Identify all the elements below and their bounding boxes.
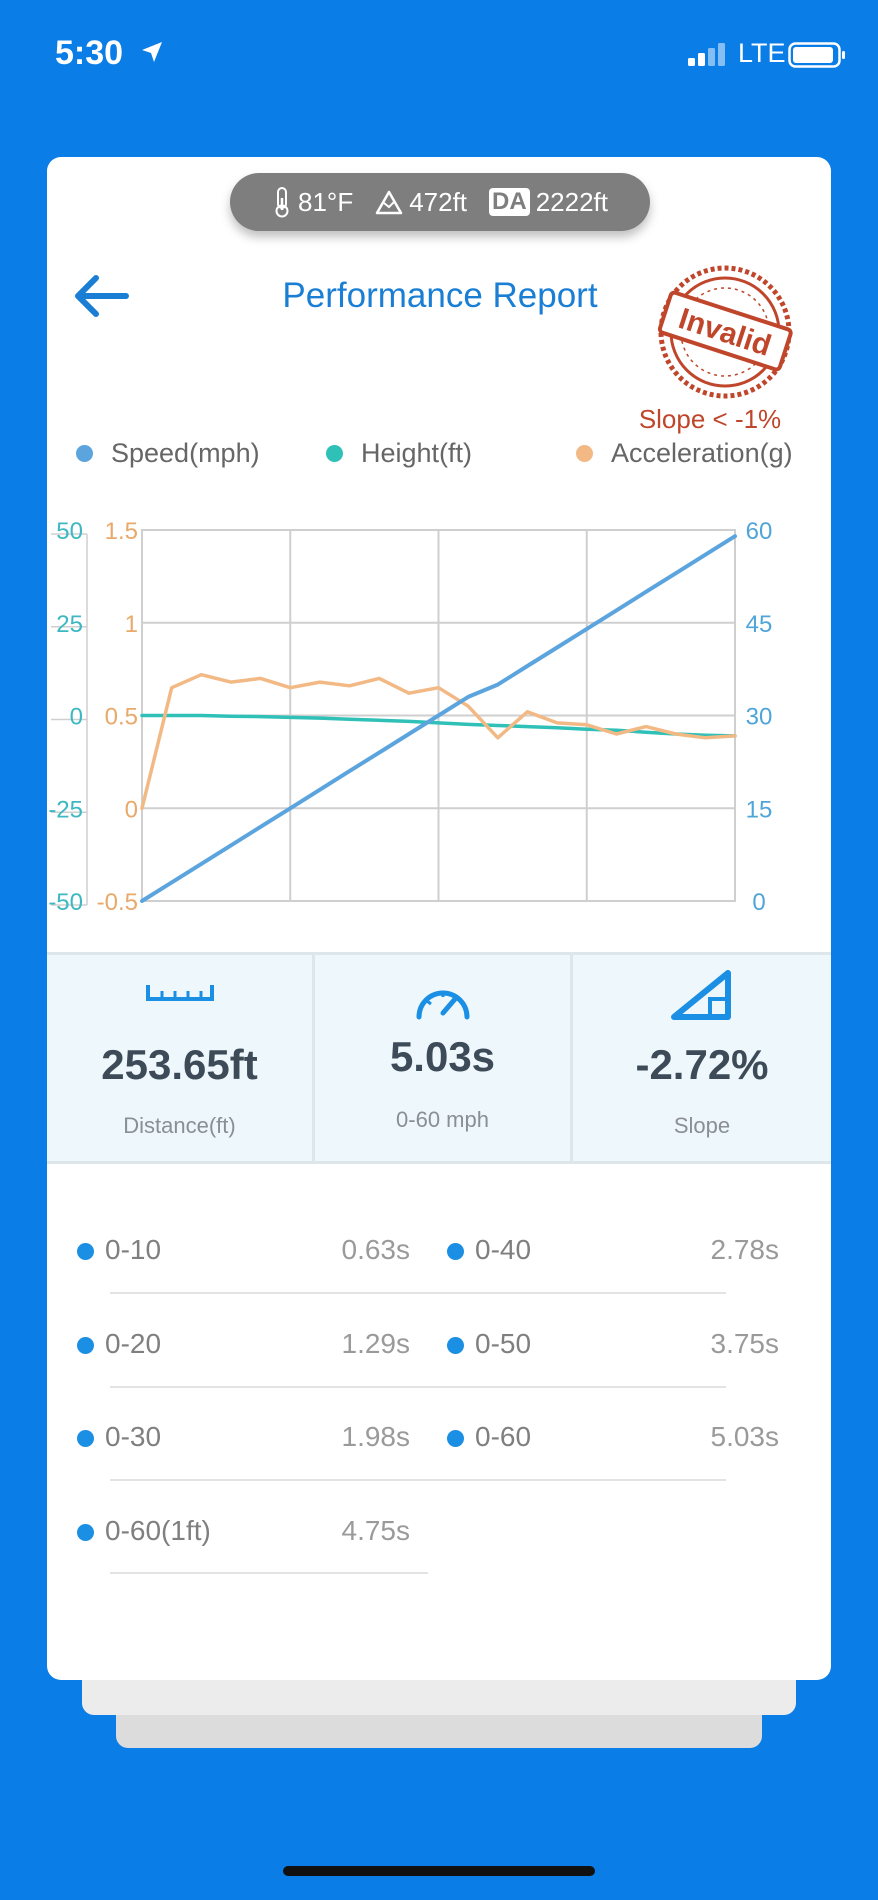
slope-value: -2.72% [635, 1041, 769, 1088]
legend-label: Speed(mph) [111, 438, 260, 468]
report-card [47, 157, 831, 1680]
page-title: Performance Report [282, 276, 598, 315]
chart-tick-label: 1.5 [105, 518, 138, 545]
split-name: 0-40 [475, 1234, 532, 1265]
split-row: 0-60(1ft) 4.75s [77, 1512, 410, 1552]
series-line-speed-mph [140, 534, 737, 903]
conditions-pill: 81°F 472ft DA 2222ft [230, 173, 650, 231]
chart-tick-label: 0 [125, 796, 138, 823]
thermometer-icon [275, 187, 289, 218]
status-time: 5:30 [55, 34, 124, 72]
split-row: 0-30 1.98s [77, 1418, 410, 1458]
split-time: 0.63s [341, 1234, 411, 1265]
chart-tick-label: 1 [125, 611, 138, 638]
legend-label: Acceleration(g) [611, 438, 793, 468]
performance-chart: 50 25 0 -25 -50 1.5 1 0.5 0 -0.5 60 45 30 15 0 [48, 518, 773, 915]
chart-tick-label: 0 [752, 889, 765, 915]
split-dot [77, 1430, 94, 1447]
chart-tick-label: 25 [56, 611, 83, 638]
split-dot [447, 1243, 464, 1260]
chart-tick-label: -0.5 [97, 889, 138, 915]
stat-distance: 253.65ft Distance(ft) [47, 955, 312, 1161]
split-row: 0-20 1.29s [77, 1325, 410, 1365]
network-label: LTE [738, 38, 786, 68]
chart-tick-label: 0 [70, 704, 83, 731]
stats-row: 253.65ft Distance(ft) 5.03s 0-60 mph -2.… [47, 952, 831, 1164]
chart-tick-label: 15 [746, 796, 773, 823]
divider [110, 1386, 726, 1388]
split-row: 0-40 2.78s [447, 1231, 779, 1271]
ruler-icon [145, 985, 214, 1001]
signal-icon [688, 43, 725, 66]
distance-label: Distance(ft) [123, 1113, 236, 1138]
altitude-value: 472ft [409, 186, 468, 217]
slope-icon [671, 970, 731, 1020]
divider [110, 1479, 726, 1481]
split-dot [447, 1337, 464, 1354]
divider [110, 1292, 726, 1294]
split-name: 0-60(1ft) [105, 1515, 211, 1546]
chart-tick-label: 30 [746, 704, 773, 731]
legend-item-speed: Speed(mph) [76, 438, 260, 469]
mountain-icon [375, 190, 403, 215]
chart-tick-label: -50 [48, 889, 83, 915]
split-dot [77, 1337, 94, 1354]
temperature-value: 81°F [298, 186, 354, 217]
legend-dot [326, 445, 343, 462]
density-altitude-value: 2222ft [535, 186, 608, 217]
legend-label: Height(ft) [361, 438, 473, 468]
density-altitude-item: DA 2222ft [489, 187, 608, 218]
split-dot [77, 1243, 94, 1260]
chart-tick-label: 0.5 [105, 704, 138, 731]
legend-dot [576, 445, 593, 462]
divider [110, 1572, 428, 1574]
legend-item-acceleration: Acceleration(g) [576, 438, 793, 469]
split-time: 1.98s [341, 1421, 411, 1452]
stat-slope: -2.72% Slope [570, 955, 831, 1161]
invalid-stamp-icon: Invalid [657, 265, 793, 399]
legend-item-height: Height(ft) [326, 438, 472, 469]
slope-warning: Slope < -1% [638, 404, 782, 434]
series-line-height-ft [140, 713, 737, 738]
da-badge: DA [489, 188, 530, 216]
legend-dot [76, 445, 93, 462]
split-name: 0-20 [105, 1328, 162, 1359]
chart-legend: Speed(mph) Height(ft) Acceleration(g) [72, 438, 812, 472]
stat-zero-sixty: 5.03s 0-60 mph [312, 955, 570, 1161]
chart-tick-label: 50 [56, 518, 83, 545]
speedometer-icon [416, 990, 469, 1020]
split-time: 2.78s [710, 1234, 780, 1265]
chart-tick-label: 60 [746, 518, 773, 545]
split-time: 3.75s [710, 1328, 780, 1359]
temperature-item: 81°F [272, 186, 353, 218]
split-name: 0-10 [105, 1234, 162, 1265]
altitude-item: 472ft [375, 187, 467, 218]
home-indicator[interactable] [283, 1866, 595, 1876]
split-row: 0-60 5.03s [447, 1418, 779, 1458]
zero-sixty-label: 0-60 mph [396, 1107, 489, 1132]
location-arrow-icon [142, 42, 162, 62]
split-name: 0-30 [105, 1421, 162, 1452]
back-arrow-icon[interactable] [70, 272, 130, 320]
split-time: 5.03s [710, 1421, 780, 1452]
split-name: 0-60 [475, 1421, 532, 1452]
split-dot [447, 1430, 464, 1447]
series-line-acceleration-g [140, 672, 737, 811]
slope-label: Slope [673, 1113, 731, 1138]
distance-value: 253.65ft [101, 1041, 258, 1088]
split-name: 0-50 [475, 1328, 532, 1359]
split-row: 0-50 3.75s [447, 1325, 779, 1365]
battery-icon [788, 42, 845, 68]
split-time: 4.75s [341, 1515, 411, 1546]
split-time: 1.29s [341, 1328, 411, 1359]
split-row: 0-10 0.63s [77, 1231, 410, 1271]
chart-tick-label: -25 [48, 796, 83, 823]
zero-sixty-value: 5.03s [389, 1033, 496, 1080]
chart-tick-label: 45 [746, 611, 773, 638]
split-dot [77, 1524, 94, 1541]
